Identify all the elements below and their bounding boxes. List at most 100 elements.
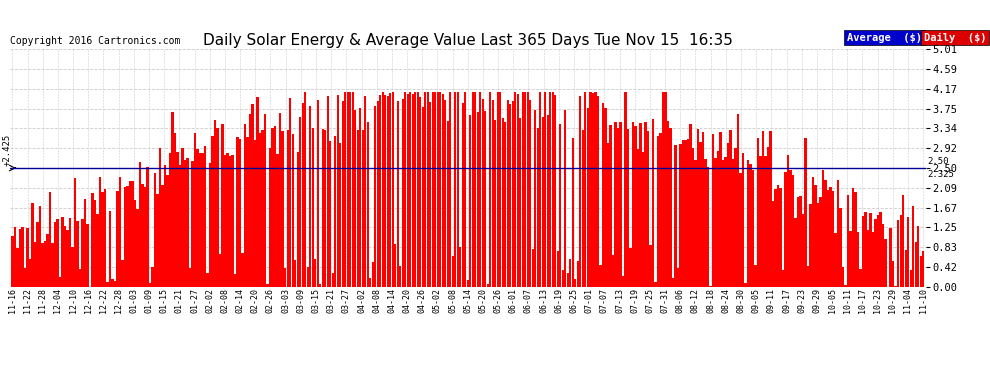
Bar xyxy=(169,153,171,287)
Bar xyxy=(502,118,504,287)
Bar xyxy=(542,117,544,287)
Bar xyxy=(532,249,534,287)
Bar xyxy=(256,97,258,287)
Bar xyxy=(229,156,232,287)
Bar xyxy=(837,180,840,287)
Bar xyxy=(66,230,68,287)
Bar xyxy=(435,93,437,287)
Bar xyxy=(156,194,158,287)
Bar xyxy=(53,222,56,287)
Bar xyxy=(622,276,624,287)
Bar xyxy=(389,93,391,287)
Bar xyxy=(751,171,754,287)
Bar xyxy=(577,261,579,287)
Bar xyxy=(364,96,366,287)
Bar xyxy=(106,282,109,287)
Bar xyxy=(530,100,532,287)
Bar xyxy=(427,93,429,287)
Bar xyxy=(805,138,807,287)
Bar xyxy=(642,152,644,287)
Bar xyxy=(715,158,717,287)
Bar xyxy=(419,97,422,287)
Bar xyxy=(874,219,877,287)
Bar xyxy=(782,270,784,287)
Bar xyxy=(471,93,474,287)
Title: Daily Solar Energy & Average Value Last 365 Days Tue Nov 15  16:35: Daily Solar Energy & Average Value Last … xyxy=(203,33,733,48)
Bar xyxy=(217,128,219,287)
Bar xyxy=(912,206,915,287)
Bar xyxy=(767,147,769,287)
Bar xyxy=(599,265,602,287)
Bar xyxy=(429,102,432,287)
Bar xyxy=(199,153,201,287)
Bar xyxy=(879,212,882,287)
Bar xyxy=(694,160,697,287)
Bar xyxy=(56,219,58,287)
Bar xyxy=(159,148,161,287)
Bar xyxy=(124,187,126,287)
Bar xyxy=(772,201,774,287)
Bar xyxy=(148,283,151,287)
Bar xyxy=(637,149,639,287)
Bar xyxy=(451,256,453,287)
Bar xyxy=(689,124,692,287)
Bar xyxy=(242,254,244,287)
Bar xyxy=(604,108,607,287)
Bar xyxy=(519,118,522,287)
Bar xyxy=(464,93,466,287)
Bar xyxy=(812,177,814,287)
Bar xyxy=(399,266,401,287)
Bar xyxy=(792,174,794,287)
Bar xyxy=(762,131,764,287)
Bar xyxy=(345,93,346,287)
Bar xyxy=(661,93,664,287)
Bar xyxy=(754,265,756,287)
Bar xyxy=(271,128,274,287)
Bar xyxy=(817,204,819,287)
Bar xyxy=(459,247,461,287)
Bar xyxy=(284,268,286,287)
Bar xyxy=(384,95,386,287)
Bar xyxy=(79,269,81,287)
Bar xyxy=(166,175,168,287)
Bar xyxy=(897,220,899,287)
Bar xyxy=(710,286,712,287)
Bar xyxy=(209,163,211,287)
Bar xyxy=(592,93,594,287)
Bar xyxy=(556,251,559,287)
Bar xyxy=(635,126,637,287)
Bar xyxy=(129,181,131,287)
Bar xyxy=(799,196,802,287)
Bar xyxy=(664,93,666,287)
Bar xyxy=(222,124,224,287)
Bar xyxy=(779,188,782,287)
Bar xyxy=(19,230,21,287)
Bar xyxy=(142,184,144,287)
Bar xyxy=(872,232,874,287)
Bar xyxy=(669,128,671,287)
Bar xyxy=(186,158,189,287)
Bar xyxy=(727,142,729,287)
Bar xyxy=(286,130,289,287)
Bar xyxy=(276,154,279,287)
Bar xyxy=(514,93,517,287)
Bar xyxy=(784,171,787,287)
Bar xyxy=(248,114,251,287)
Bar xyxy=(687,139,689,287)
Bar xyxy=(572,138,574,287)
Bar xyxy=(769,131,771,287)
Bar xyxy=(319,284,322,287)
Bar xyxy=(561,270,564,287)
Bar xyxy=(84,199,86,287)
Bar xyxy=(902,195,904,287)
Bar xyxy=(559,124,561,287)
Bar xyxy=(354,110,356,287)
Bar xyxy=(332,273,334,287)
Bar xyxy=(207,273,209,287)
Bar xyxy=(394,244,396,287)
Bar xyxy=(74,178,76,287)
Bar xyxy=(757,138,759,287)
Bar xyxy=(609,125,612,287)
Bar xyxy=(114,281,116,287)
Bar xyxy=(342,101,344,287)
